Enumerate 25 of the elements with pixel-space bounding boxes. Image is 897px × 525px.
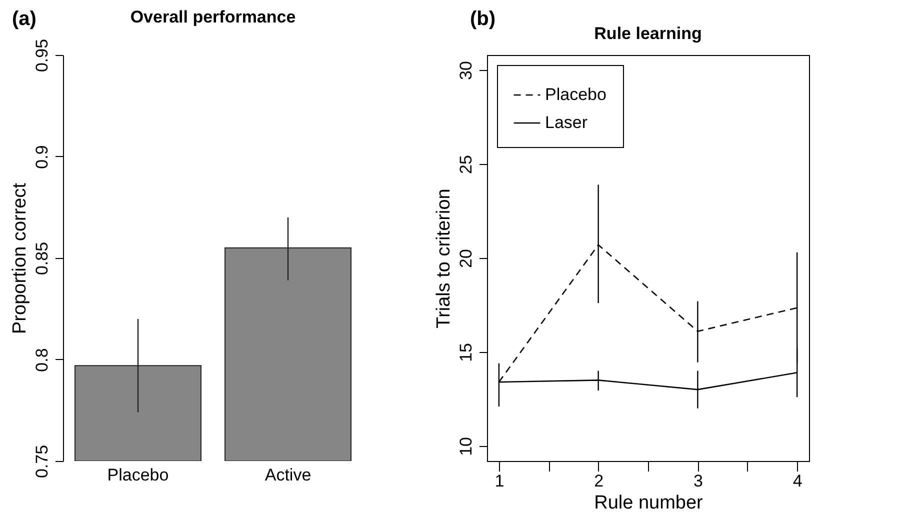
x-tick-label: Placebo — [107, 466, 169, 484]
y-tick-label: 0.75 — [32, 444, 52, 478]
legend-label: Laser — [545, 113, 588, 132]
x-tick-label: 4 — [792, 472, 802, 490]
y-tick-label: 0.9 — [32, 145, 52, 169]
x-tick-label: Active — [264, 466, 312, 484]
y-tick-label: 20 — [456, 249, 476, 268]
y-tick-label: 0.8 — [32, 348, 52, 372]
text: (b) — [470, 8, 496, 31]
y-tick-label: 0.95 — [32, 38, 52, 72]
chart-title: Overall performance — [130, 7, 296, 26]
y-tick-label: 25 — [456, 155, 476, 174]
x-axis-title: Rule number — [594, 492, 704, 514]
chart-title: Rule learning — [594, 24, 702, 43]
x-tick-label: 1 — [494, 472, 504, 490]
y-tick-label: 15 — [456, 343, 476, 362]
y-tick-label: 0.85 — [32, 242, 52, 276]
x-tick-label: 3 — [693, 472, 703, 490]
y-tick-label: 10 — [456, 437, 476, 456]
x-tick-label: 2 — [594, 472, 604, 490]
y-axis-title: Trials to criterion — [434, 188, 454, 328]
y-tick-label: 30 — [456, 61, 476, 80]
text: (a) — [12, 8, 36, 31]
legend-label: Placebo — [545, 85, 606, 104]
y-axis-title: Proportion correct — [10, 182, 30, 334]
